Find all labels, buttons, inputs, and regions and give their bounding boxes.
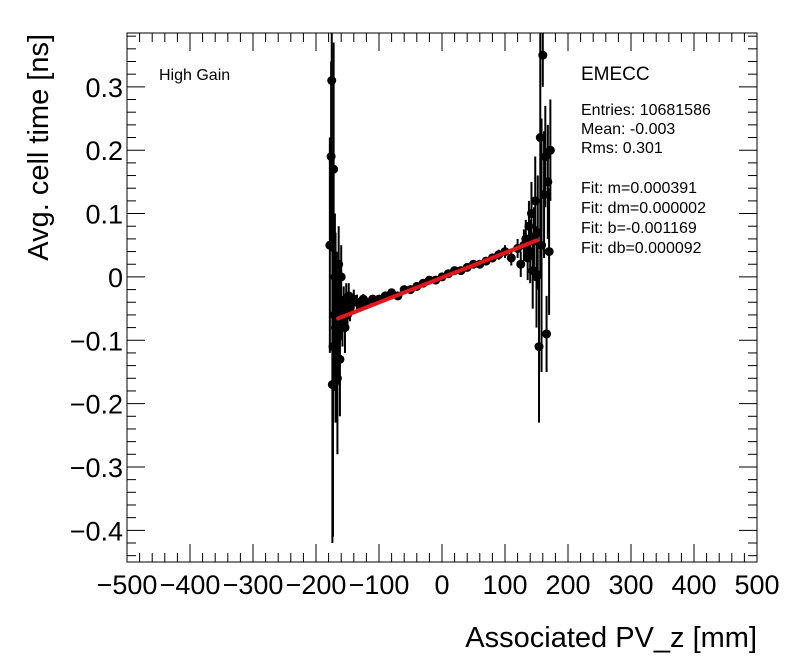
- rms-stat: Rms: 0.301: [581, 140, 663, 157]
- y-tick-label: −0.1: [70, 326, 123, 356]
- x-tick-label: −300: [223, 570, 284, 600]
- mean-stat: Mean: -0.003: [581, 121, 675, 138]
- fit-line-layer: [336, 238, 539, 321]
- x-tick-label: −500: [97, 570, 158, 600]
- x-tick-label: −400: [160, 570, 221, 600]
- x-tick-label: 300: [608, 570, 653, 600]
- y-tick-label: 0.1: [85, 200, 123, 230]
- data-point: [516, 259, 526, 269]
- axes: −500 −400 −300 −200 −100 0 100 200 300 400 500 0.3 0…: [70, 33, 780, 600]
- x-axis-title: Associated PV_z [mm]: [465, 622, 757, 654]
- y-tick-label: −0.3: [70, 453, 123, 483]
- y-tick-label: −0.4: [70, 516, 123, 546]
- fit-m-stat: Fit: m=0.000391: [581, 180, 697, 197]
- data-point: [538, 50, 548, 60]
- y-axis-title: Avg. cell time [ns]: [23, 34, 55, 261]
- entries-stat: Entries: 10681586: [581, 102, 711, 119]
- data-point: [506, 253, 516, 263]
- fit-db-stat: Fit: db=0.000092: [581, 240, 702, 257]
- fit-b-stat: Fit: b=-0.001169: [581, 220, 697, 237]
- data-point: [542, 329, 552, 339]
- x-tick-label: −100: [349, 570, 410, 600]
- y-tick-label: 0.2: [85, 136, 123, 166]
- detector-label: EMECC: [581, 64, 650, 85]
- data-point: [329, 164, 339, 174]
- fit-line: [336, 238, 539, 321]
- x-tick-label: 500: [734, 570, 779, 600]
- x-tick-label: 400: [671, 570, 716, 600]
- data-point: [336, 272, 346, 282]
- data-point: [545, 145, 555, 155]
- x-tick-label: −200: [286, 570, 347, 600]
- x-tick-label: 0: [434, 570, 449, 600]
- y-tick-label: 0.3: [85, 73, 123, 103]
- y-tick-label: 0: [108, 263, 123, 293]
- x-tick-label: 100: [482, 570, 527, 600]
- gain-label: High Gain: [159, 67, 230, 84]
- x-tick-label: 200: [545, 570, 590, 600]
- data-point: [368, 294, 378, 304]
- fit-dm-stat: Fit: dm=0.000002: [581, 200, 706, 217]
- data-point: [335, 354, 345, 364]
- data-point: [544, 247, 554, 257]
- labels: Associated PV_z [mm] Avg. cell time [ns]…: [23, 34, 757, 654]
- data-point: [327, 76, 337, 86]
- y-tick-label: −0.2: [70, 390, 123, 420]
